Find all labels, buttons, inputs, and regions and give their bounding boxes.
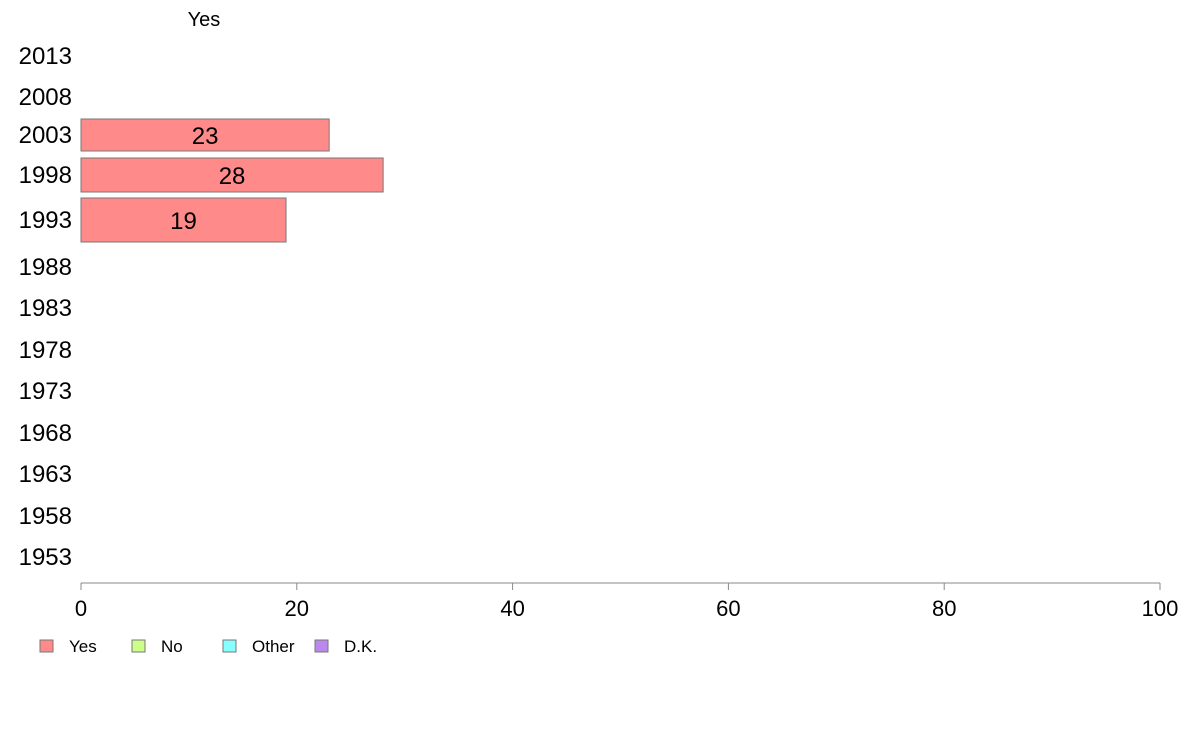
bar-yes-1993 xyxy=(80,197,287,243)
year-labels: 2013 2008 2003 1998 1993 1988 1983 1978 1973 1968… xyxy=(19,43,72,571)
legend-label: Yes xyxy=(69,637,97,656)
year-label: 2003 xyxy=(19,122,72,149)
year-label: 1988 xyxy=(19,254,72,281)
year-label: 1978 xyxy=(19,337,72,364)
panel-title: Yes xyxy=(188,9,221,31)
year-label: 1968 xyxy=(19,420,72,447)
x-tick-label: 100 xyxy=(1142,596,1179,621)
legend: Yes No Other D.K. xyxy=(39,637,377,656)
x-axis: 0 20 40 60 80 100 xyxy=(75,582,1179,621)
x-tick-label: 0 xyxy=(75,596,87,621)
legend-label: No xyxy=(161,637,183,656)
legend-label: D.K. xyxy=(344,637,377,656)
year-label: 1993 xyxy=(19,207,72,234)
legend-swatch xyxy=(222,639,237,653)
bar-value-label: 19 xyxy=(170,208,197,235)
year-label: 1958 xyxy=(19,503,72,530)
year-label: 1983 xyxy=(19,295,72,322)
x-tick-label: 40 xyxy=(500,596,524,621)
legend-swatch xyxy=(131,639,146,653)
bar-value-label: 23 xyxy=(192,123,219,150)
legend-label: Other xyxy=(252,637,295,656)
year-label: 1963 xyxy=(19,461,72,488)
x-tick-label: 80 xyxy=(932,596,956,621)
year-label: 2008 xyxy=(19,84,72,111)
year-label: 1953 xyxy=(19,544,72,571)
year-label: 2013 xyxy=(19,43,72,70)
bar-yes-2003 xyxy=(80,118,330,152)
bar-value-label: 28 xyxy=(219,163,246,190)
legend-swatch xyxy=(314,639,329,653)
year-label: 1973 xyxy=(19,378,72,405)
bars-group xyxy=(80,118,384,243)
x-tick-label: 60 xyxy=(716,596,740,621)
year-label: 1998 xyxy=(19,162,72,189)
bar-yes-1998 xyxy=(80,157,384,193)
x-tick-label: 20 xyxy=(285,596,309,621)
legend-swatch xyxy=(39,639,54,653)
